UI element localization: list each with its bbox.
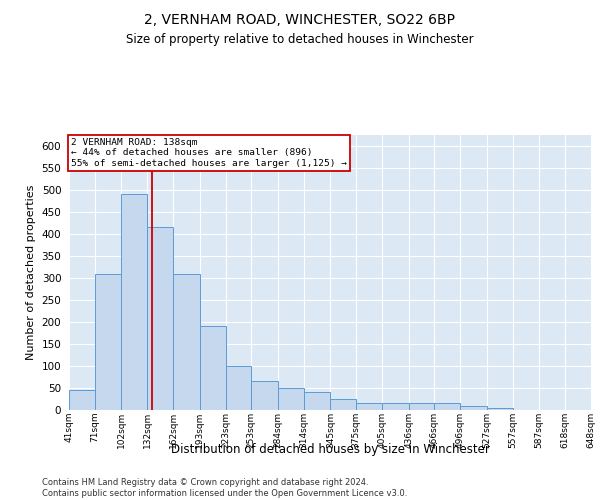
- Bar: [69, 390, 95, 410]
- Y-axis label: Number of detached properties: Number of detached properties: [26, 185, 36, 360]
- Text: Size of property relative to detached houses in Winchester: Size of property relative to detached ho…: [126, 32, 474, 46]
- Bar: [278, 388, 304, 410]
- Bar: [487, 408, 513, 410]
- Bar: [121, 194, 147, 410]
- Bar: [331, 399, 356, 410]
- Bar: [200, 326, 226, 410]
- Bar: [382, 404, 409, 410]
- Bar: [409, 404, 434, 410]
- Bar: [226, 366, 251, 410]
- Bar: [251, 382, 278, 410]
- Bar: [147, 228, 173, 410]
- Bar: [304, 392, 331, 410]
- Text: Contains HM Land Registry data © Crown copyright and database right 2024.
Contai: Contains HM Land Registry data © Crown c…: [42, 478, 407, 498]
- Bar: [173, 274, 200, 410]
- Bar: [95, 274, 121, 410]
- Bar: [434, 404, 460, 410]
- Text: 2 VERNHAM ROAD: 138sqm
← 44% of detached houses are smaller (896)
55% of semi-de: 2 VERNHAM ROAD: 138sqm ← 44% of detached…: [71, 138, 347, 168]
- Bar: [356, 404, 382, 410]
- Text: 2, VERNHAM ROAD, WINCHESTER, SO22 6BP: 2, VERNHAM ROAD, WINCHESTER, SO22 6BP: [145, 12, 455, 26]
- Bar: [460, 406, 487, 410]
- Text: Distribution of detached houses by size in Winchester: Distribution of detached houses by size …: [170, 442, 490, 456]
